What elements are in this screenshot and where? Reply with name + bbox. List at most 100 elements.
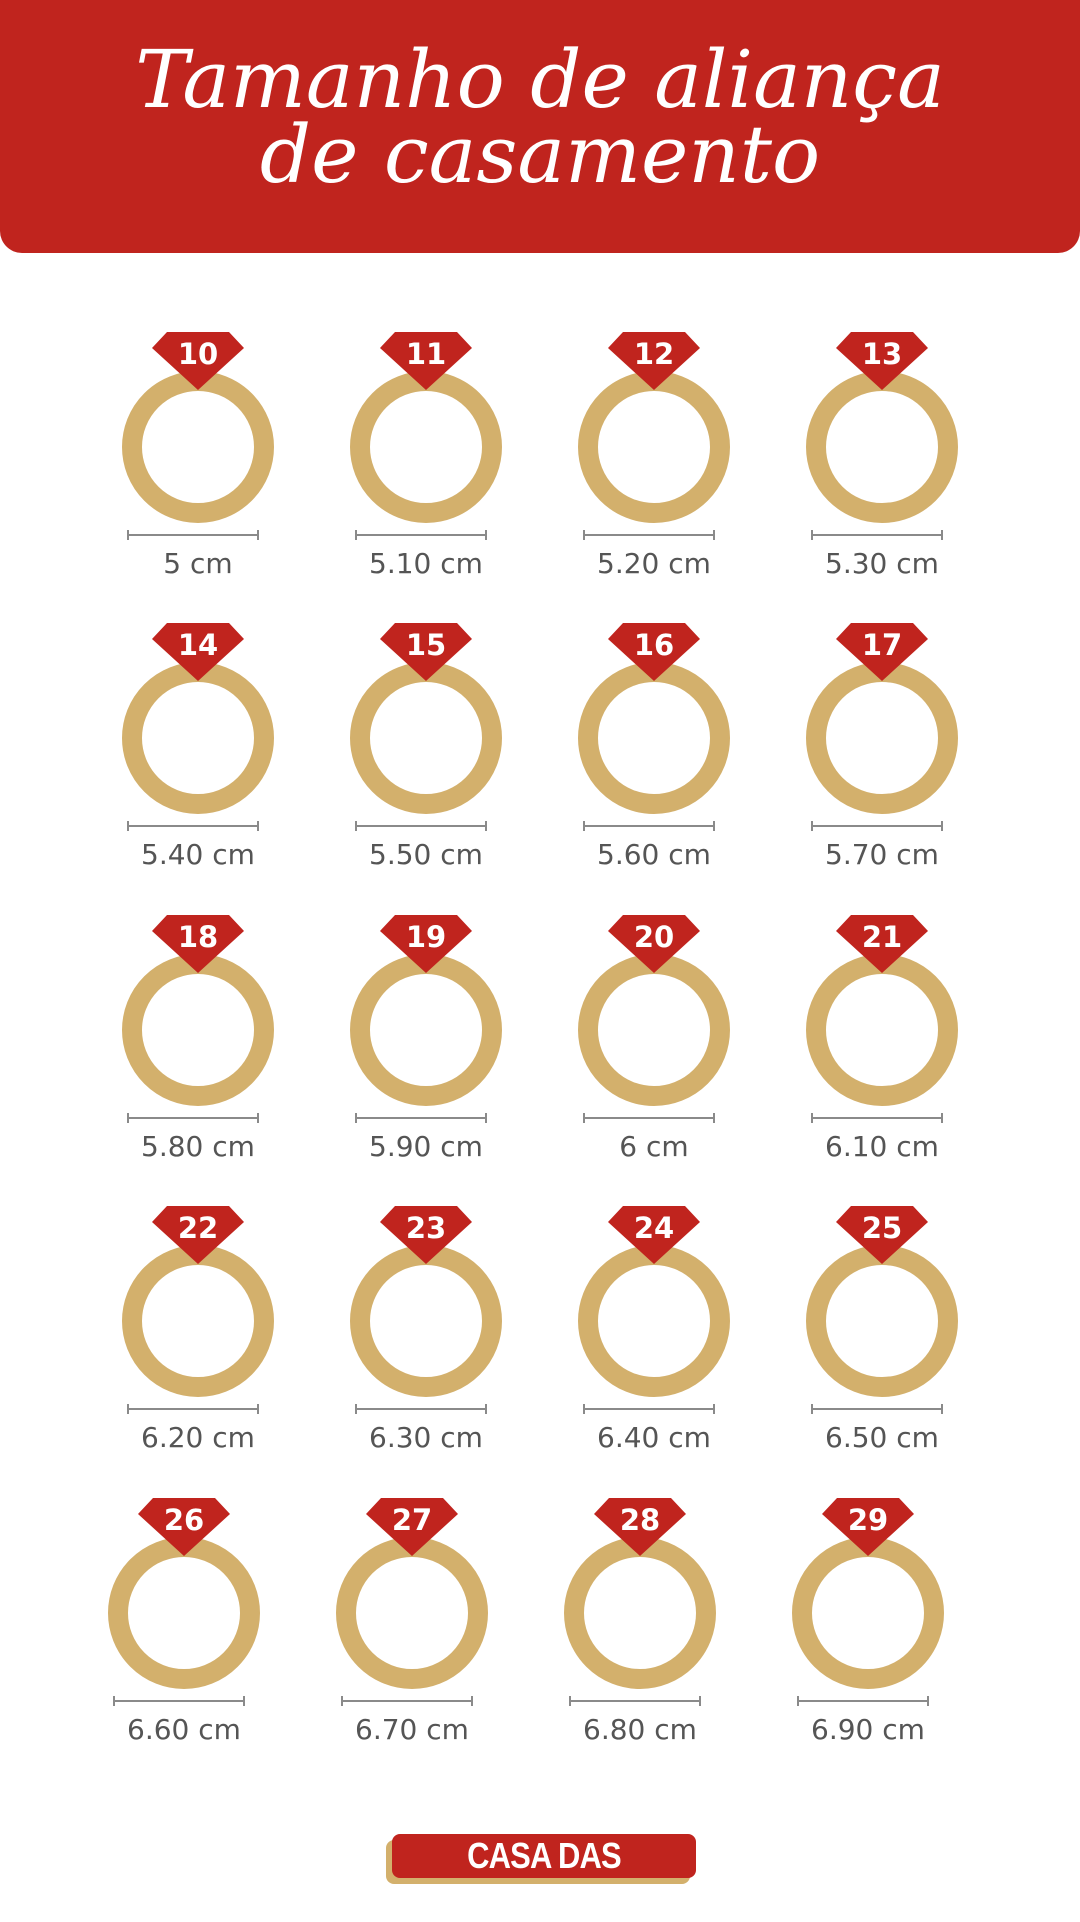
page-title: Tamanho de aliança de casamento: [0, 33, 1080, 201]
ring-size-item: 12 5.20 cm: [540, 326, 768, 596]
ring-icon: [350, 332, 502, 523]
ring-measure-label: 6.90 cm: [811, 1713, 925, 1746]
ring-size-grid: 10 5 cm 11 5.10 cm 12 5.20 cm 13 5.30 cm 14 5.40 …: [70, 326, 996, 1762]
ring-size-number: 16: [633, 628, 675, 662]
ring-size-item: 23 6.30 cm: [312, 1200, 540, 1470]
ring-measure-label: 6.60 cm: [127, 1713, 241, 1746]
ring-icon: [578, 915, 730, 1106]
header-banner: Tamanho de aliança de casamento: [0, 0, 1080, 253]
measure-line: [113, 1696, 245, 1706]
ring-icon: [578, 623, 730, 814]
ring-icon: [122, 915, 274, 1106]
ring-size-item: 11 5.10 cm: [312, 326, 540, 596]
ring-measure-label: 6.80 cm: [583, 1713, 697, 1746]
ring-icon: [806, 332, 958, 523]
ring-size-number: 20: [633, 920, 675, 954]
ring-size-item: 28 6.80 cm: [526, 1492, 754, 1762]
ring-measure-label: 6 cm: [619, 1130, 689, 1163]
ring-size-item: 13 5.30 cm: [768, 326, 996, 596]
ring-icon: [122, 332, 274, 523]
measure-line: [797, 1696, 929, 1706]
measure-line: [355, 1113, 487, 1123]
measure-line: [127, 821, 259, 831]
measure-line: [127, 530, 259, 540]
ring-measure-label: 5.50 cm: [369, 838, 483, 871]
ring-size-number: 17: [861, 628, 903, 662]
measure-line: [583, 1404, 715, 1414]
ring-measure-label: 6.10 cm: [825, 1130, 939, 1163]
ring-icon: [792, 1498, 944, 1689]
brand-logo: CASA DAS ALIANÇAS: [386, 1834, 696, 1920]
ring-size-number: 19: [405, 920, 447, 954]
ring-measure-label: 5.40 cm: [141, 838, 255, 871]
ring-icon: [336, 1498, 488, 1689]
ring-measure-label: 5.10 cm: [369, 547, 483, 580]
ring-measure-label: 6.50 cm: [825, 1421, 939, 1454]
ring-size-item: 15 5.50 cm: [312, 617, 540, 887]
ring-size-item: 25 6.50 cm: [768, 1200, 996, 1470]
ring-size-item: 16 5.60 cm: [540, 617, 768, 887]
ring-icon: [806, 915, 958, 1106]
ring-size-number: 22: [177, 1211, 219, 1245]
ring-measure-label: 6.20 cm: [141, 1421, 255, 1454]
ring-size-item: 27 6.70 cm: [298, 1492, 526, 1762]
measure-line: [127, 1113, 259, 1123]
ring-icon: [578, 1206, 730, 1397]
ring-size-item: 29 6.90 cm: [754, 1492, 982, 1762]
title-line-1: Tamanho de aliança: [135, 33, 945, 126]
ring-measure-label: 6.70 cm: [355, 1713, 469, 1746]
measure-line: [355, 530, 487, 540]
ring-size-number: 28: [619, 1503, 661, 1537]
ring-size-number: 14: [177, 628, 219, 662]
ring-size-number: 26: [163, 1503, 205, 1537]
ring-measure-label: 5.30 cm: [825, 547, 939, 580]
ring-size-number: 12: [633, 337, 675, 371]
ring-size-item: 18 5.80 cm: [84, 909, 312, 1179]
ring-size-number: 13: [861, 337, 903, 371]
ring-measure-label: 6.30 cm: [369, 1421, 483, 1454]
ring-measure-label: 5 cm: [163, 547, 233, 580]
ring-size-item: 14 5.40 cm: [84, 617, 312, 887]
ring-measure-label: 6.40 cm: [597, 1421, 711, 1454]
ring-icon: [806, 1206, 958, 1397]
ring-icon: [108, 1498, 260, 1689]
ring-measure-label: 5.80 cm: [141, 1130, 255, 1163]
ring-size-item: 24 6.40 cm: [540, 1200, 768, 1470]
ring-size-item: 22 6.20 cm: [84, 1200, 312, 1470]
measure-line: [811, 1404, 943, 1414]
ring-size-number: 21: [861, 920, 903, 954]
ring-icon: [350, 623, 502, 814]
ring-size-number: 15: [405, 628, 447, 662]
ring-size-item: 21 6.10 cm: [768, 909, 996, 1179]
measure-line: [583, 821, 715, 831]
ring-icon: [564, 1498, 716, 1689]
ring-icon: [806, 623, 958, 814]
measure-line: [811, 530, 943, 540]
ring-size-number: 18: [177, 920, 219, 954]
ring-size-item: 17 5.70 cm: [768, 617, 996, 887]
ring-size-number: 11: [405, 337, 447, 371]
ring-size-number: 24: [633, 1211, 675, 1245]
measure-line: [341, 1696, 473, 1706]
ring-size-item: 26 6.60 cm: [70, 1492, 298, 1762]
logo-background: [392, 1834, 696, 1878]
title-line-2: de casamento: [259, 108, 821, 201]
measure-line: [355, 821, 487, 831]
logo-text: CASA DAS ALIANÇAS: [467, 1835, 622, 1920]
measure-line: [127, 1404, 259, 1414]
measure-line: [355, 1404, 487, 1414]
ring-size-number: 10: [177, 337, 219, 371]
ring-size-item: 19 5.90 cm: [312, 909, 540, 1179]
ring-measure-label: 5.20 cm: [597, 547, 711, 580]
measure-line: [811, 1113, 943, 1123]
ring-size-number: 23: [405, 1211, 447, 1245]
ring-size-number: 25: [861, 1211, 903, 1245]
ring-measure-label: 5.60 cm: [597, 838, 711, 871]
ring-icon: [578, 332, 730, 523]
measure-line: [583, 1113, 715, 1123]
ring-size-item: 10 5 cm: [84, 326, 312, 596]
ring-icon: [350, 1206, 502, 1397]
measure-line: [569, 1696, 701, 1706]
ring-measure-label: 5.70 cm: [825, 838, 939, 871]
measure-line: [583, 530, 715, 540]
